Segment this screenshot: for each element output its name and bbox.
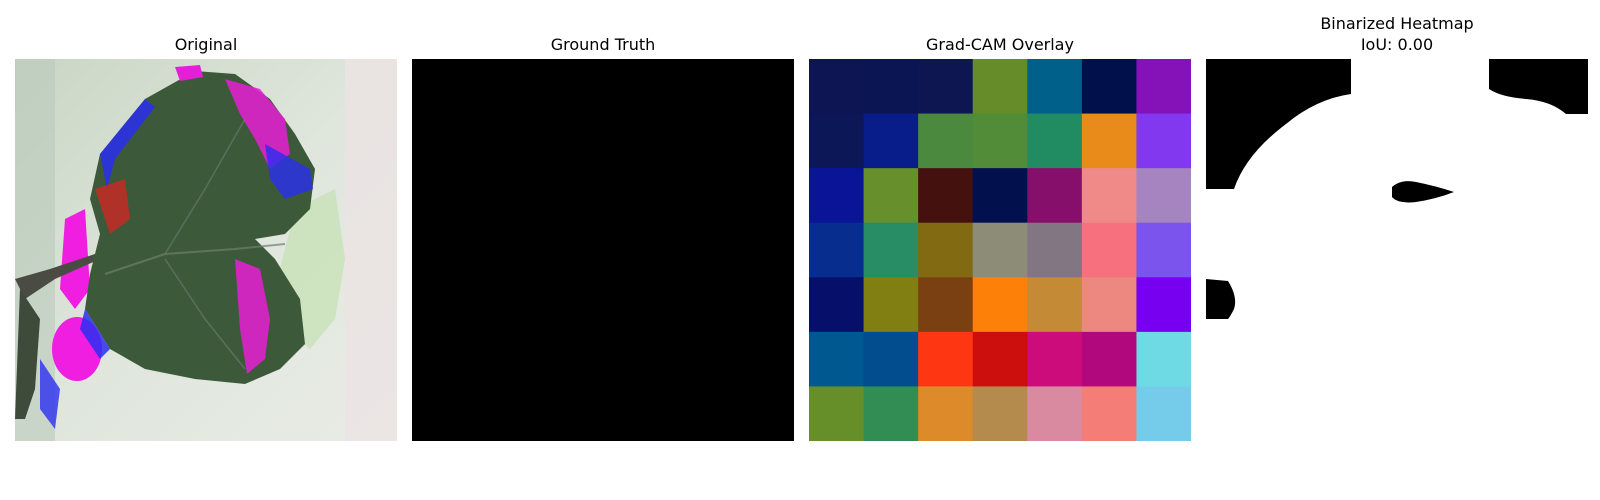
gradcam-cell (1081, 113, 1137, 169)
gradcam-cell (1136, 386, 1191, 441)
gradcam-cell (918, 113, 974, 169)
gradcam-cell (972, 222, 1028, 278)
gradcam-cell (1136, 222, 1191, 278)
iou-score-label: IoU: 0.00 (1360, 35, 1434, 54)
ground-truth-panel-title: Ground Truth (550, 35, 656, 54)
gradcam-cell (863, 59, 919, 115)
gradcam-cell (809, 277, 865, 333)
gradcam-cell (1027, 331, 1083, 387)
gradcam-cell (863, 331, 919, 387)
binarized-region-top-right (1489, 59, 1588, 114)
gradcam-cell (1081, 59, 1137, 115)
binarized-region-center (1392, 181, 1454, 203)
gradcam-cell (809, 331, 865, 387)
gradcam-cell (863, 386, 919, 441)
gradcam-cell (809, 59, 865, 115)
gradcam-cell (809, 222, 865, 278)
gradcam-cell (863, 168, 919, 224)
gradcam-cell (809, 386, 865, 441)
binarized-panel-title: Binarized Heatmap (1320, 14, 1474, 33)
gradcam-cell (1081, 331, 1137, 387)
gradcam-cell (1136, 331, 1191, 387)
binarized-mask-svg (1206, 59, 1588, 441)
gradcam-cell (972, 113, 1028, 169)
gradcam-cell (1027, 277, 1083, 333)
gradcam-cell (1081, 386, 1137, 441)
original-panel-title: Original (174, 35, 238, 54)
gradcam-cell (918, 59, 974, 115)
gradcam-cell (1136, 59, 1191, 115)
binarized-region-top-left (1206, 59, 1351, 189)
original-leaf-svg (15, 59, 397, 441)
gradcam-cell (918, 222, 974, 278)
binarized-region-left (1206, 279, 1236, 319)
gradcam-cell (972, 277, 1028, 333)
gradcam-cell (809, 168, 865, 224)
gradcam-cell (1136, 277, 1191, 333)
gradcam-cell (1136, 168, 1191, 224)
gradcam-cell (1027, 222, 1083, 278)
gradcam-cell (1081, 222, 1137, 278)
gradcam-cell (1027, 168, 1083, 224)
gradcam-cell (918, 386, 974, 441)
original-leaf-image (15, 59, 397, 441)
gradcam-cell (1081, 168, 1137, 224)
gradcam-cell (918, 331, 974, 387)
gradcam-cell (863, 113, 919, 169)
gradcam-cell (972, 331, 1028, 387)
binarized-heatmap-image (1206, 59, 1588, 441)
leaf-stem (15, 254, 100, 299)
gradcam-cell (972, 386, 1028, 441)
gradcam-overlay-heatmap (809, 59, 1191, 441)
gradcam-cell (918, 277, 974, 333)
gradcam-panel-title: Grad-CAM Overlay (926, 35, 1074, 54)
gradcam-cell (1027, 113, 1083, 169)
gradcam-grid (809, 59, 1191, 441)
ground-truth-mask (412, 59, 794, 441)
gradcam-cell (809, 113, 865, 169)
gradcam-cell (918, 168, 974, 224)
gradcam-cell (972, 168, 1028, 224)
gradcam-cell (1081, 277, 1137, 333)
gradcam-cell (863, 222, 919, 278)
gradcam-cell (1027, 386, 1083, 441)
gradcam-cell (972, 59, 1028, 115)
gradcam-cell (1027, 59, 1083, 115)
gradcam-cell (1136, 113, 1191, 169)
gradcam-cell (863, 277, 919, 333)
